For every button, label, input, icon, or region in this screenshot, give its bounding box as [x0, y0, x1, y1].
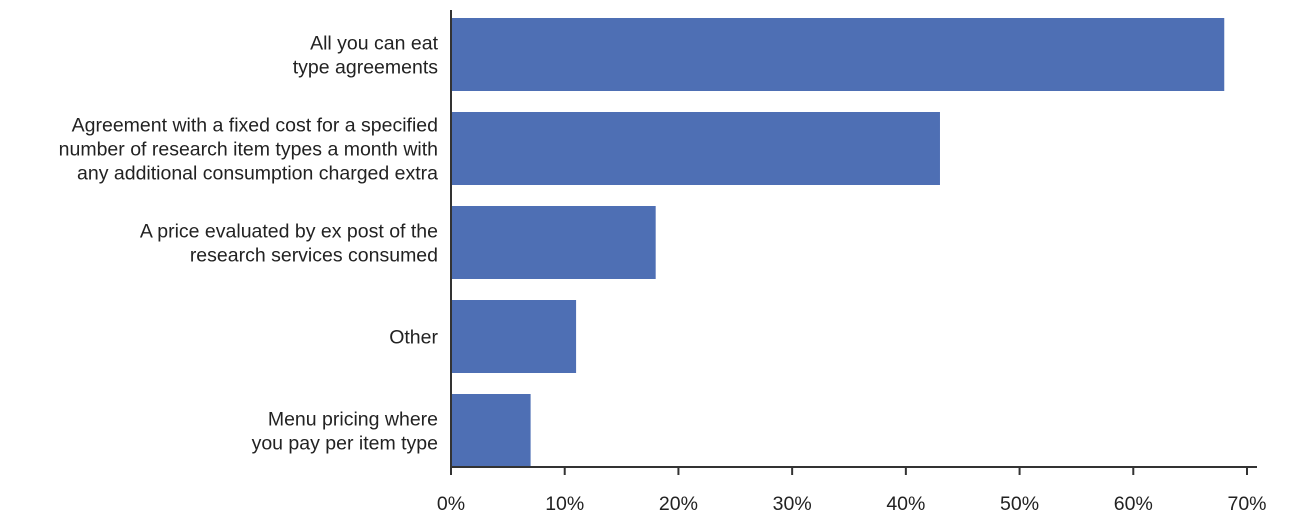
- x-tick-label-5: 50%: [1000, 493, 1039, 515]
- axes-group: [450, 10, 1257, 468]
- category-label-line: number of research item types a month wi…: [59, 139, 438, 161]
- x-tick-label-0: 0%: [437, 493, 465, 515]
- bars-group: [452, 18, 1225, 467]
- category-label-line: any additional consumption charged extra: [77, 163, 438, 185]
- category-label-line: All you can eat: [310, 33, 438, 55]
- x-tick-label-3: 30%: [773, 493, 812, 515]
- x-ticks-group: 0% 10% 20% 30% 40% 50% 60% 70%: [437, 467, 1267, 515]
- bar-2: [452, 206, 656, 279]
- category-label-1: Agreement with a fixed cost for a specif…: [59, 115, 438, 185]
- x-tick-label-7: 70%: [1227, 493, 1266, 515]
- category-label-line: A price evaluated by ex post of the: [140, 221, 438, 243]
- category-label-line: research services consumed: [190, 245, 438, 267]
- x-tick-label-2: 20%: [659, 493, 698, 515]
- category-labels-group: All you can eat type agreements Agreement …: [59, 33, 439, 455]
- category-label-line: Other: [389, 327, 438, 349]
- bar-0: [452, 18, 1225, 91]
- category-label-line: type agreements: [293, 57, 439, 79]
- category-label-2: A price evaluated by ex post of the resea…: [140, 221, 438, 267]
- category-label-line: Agreement with a fixed cost for a specif…: [72, 115, 438, 137]
- category-label-line: Menu pricing where: [268, 409, 438, 431]
- x-tick-label-1: 10%: [545, 493, 584, 515]
- category-label-4: Menu pricing where you pay per item type: [252, 409, 438, 455]
- x-tick-label-6: 60%: [1114, 493, 1153, 515]
- bar-4: [452, 394, 531, 467]
- category-label-0: All you can eat type agreements: [293, 33, 439, 79]
- category-label-line: you pay per item type: [252, 433, 438, 455]
- bar-1: [452, 112, 940, 185]
- x-tick-label-4: 40%: [886, 493, 925, 515]
- category-label-3: Other: [389, 327, 438, 349]
- bar-3: [452, 300, 577, 373]
